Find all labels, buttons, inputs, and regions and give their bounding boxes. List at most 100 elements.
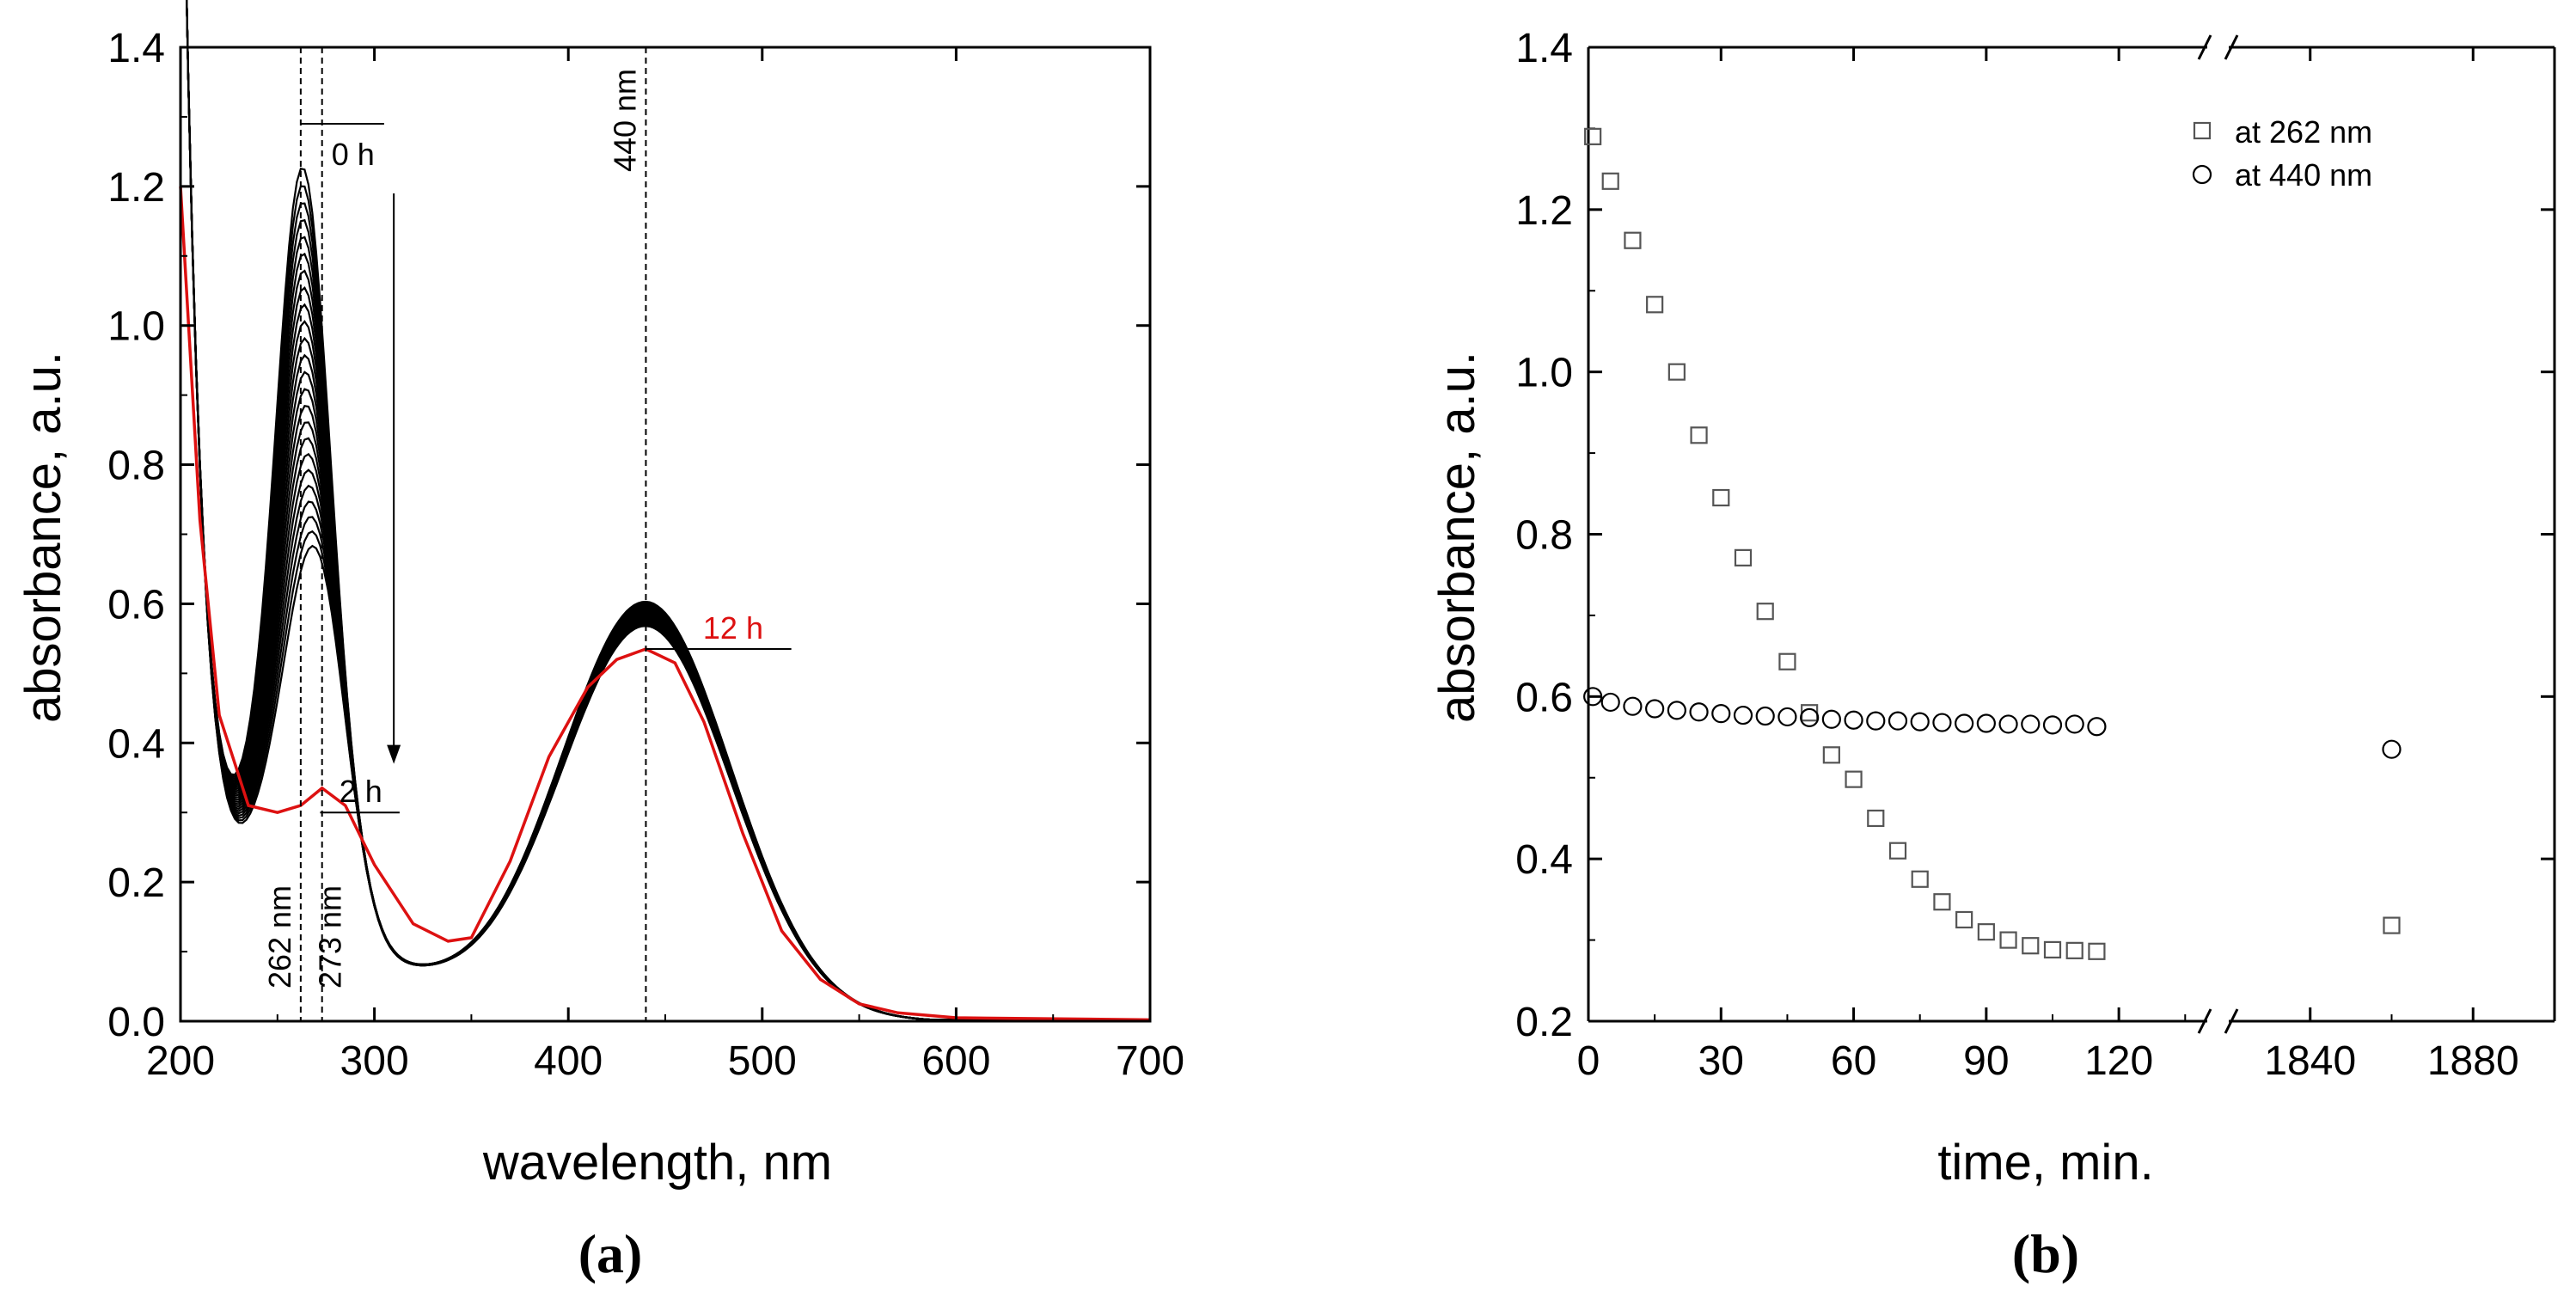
data-point-440nm bbox=[1888, 711, 1908, 731]
scatter-points bbox=[1583, 127, 2402, 960]
data-point-262nm bbox=[2022, 937, 2040, 955]
spectrum-12h-line bbox=[179, 186, 1151, 1022]
x-tick-label-b: 1840 bbox=[2264, 1038, 2356, 1084]
reference-line-label: 440 nm bbox=[607, 69, 642, 172]
data-point-440nm bbox=[1689, 702, 1709, 722]
data-point-262nm bbox=[1646, 296, 1664, 314]
data-point-262nm bbox=[1977, 923, 1995, 941]
data-point-440nm bbox=[1623, 696, 1643, 716]
reference-line-label: 262 nm bbox=[262, 885, 297, 989]
data-point-262nm bbox=[1690, 426, 1708, 444]
legend-label-440nm: at 440 nm bbox=[2235, 157, 2372, 193]
data-point-262nm bbox=[1955, 910, 1973, 929]
data-point-440nm bbox=[1733, 705, 1753, 725]
x-tick-label-b: 0 bbox=[1577, 1038, 1600, 1084]
y-tick-label-b: 0.4 bbox=[1515, 837, 1573, 883]
axis-break-mark bbox=[2224, 34, 2239, 60]
y-tick-label-b: 1.4 bbox=[1515, 26, 1573, 71]
data-point-262nm bbox=[2088, 942, 2106, 960]
annotations-a: 0 h 2 h 12 h bbox=[300, 123, 792, 814]
data-point-262nm bbox=[1933, 893, 1951, 911]
data-point-262nm bbox=[1845, 770, 1863, 788]
y-tick-label-b: 1.2 bbox=[1515, 188, 1573, 234]
axis-break-mark bbox=[2197, 1008, 2212, 1034]
data-point-262nm bbox=[1734, 548, 1753, 566]
x-tick-label-a: 200 bbox=[146, 1038, 215, 1084]
x-tick-label-a: 600 bbox=[921, 1038, 990, 1084]
data-point-262nm bbox=[1601, 172, 1619, 190]
y-tick-label-a: 0.8 bbox=[107, 444, 165, 489]
legend: at 262 nm at 440 nm bbox=[2192, 114, 2372, 193]
y-axis-label-a: absorbance, a.u. bbox=[15, 352, 71, 723]
data-point-440nm bbox=[1998, 714, 2018, 734]
data-point-262nm bbox=[1999, 931, 2017, 949]
data-point-440nm bbox=[1844, 710, 1863, 730]
legend-label-262nm: at 262 nm bbox=[2235, 114, 2372, 150]
data-point-440nm bbox=[1800, 707, 1820, 727]
y-axis-label-b: absorbance, a.u. bbox=[1429, 352, 1485, 723]
x-tick-label-a: 400 bbox=[534, 1038, 603, 1084]
axis-break-mark bbox=[2197, 34, 2212, 60]
chart-panel-b: 0 30 60 90 120 1840 18800.20.40.60.81.01.21.4 … bbox=[1429, 26, 2556, 1284]
data-point-440nm bbox=[1821, 709, 1841, 729]
axis-ticks-b: 0 30 60 90 120 1840 1880 0.2 0.4 0.6 0.8 1.0 1.2 1.4 bbox=[1515, 26, 2555, 1084]
panel-label-b: (b) bbox=[2012, 1223, 2079, 1284]
x-tick-label-a: 500 bbox=[728, 1038, 797, 1084]
data-point-262nm bbox=[1778, 652, 1796, 670]
y-tick-label-b: 0.6 bbox=[1515, 675, 1573, 720]
x-tick-label-b: 30 bbox=[1698, 1038, 1744, 1084]
data-point-262nm bbox=[1867, 809, 1885, 828]
x-tick-label-a: 700 bbox=[1116, 1038, 1184, 1084]
y-tick-label-a: 0.0 bbox=[107, 1000, 165, 1045]
annotation-2h: 2 h bbox=[340, 774, 382, 809]
data-point-440nm bbox=[1932, 713, 1952, 732]
y-tick-label-a: 1.0 bbox=[107, 304, 165, 350]
y-tick-label-a: 1.4 bbox=[107, 26, 165, 71]
data-point-440nm bbox=[1866, 711, 1886, 731]
data-point-440nm bbox=[1910, 712, 1930, 732]
data-point-262nm bbox=[1911, 870, 1929, 888]
y-tick-label-a: 0.2 bbox=[107, 860, 165, 906]
spectra-curves bbox=[179, 0, 1151, 1022]
data-point-262nm bbox=[2383, 916, 2401, 934]
data-point-440nm bbox=[2042, 715, 2063, 735]
axis-ticks-a: 200 300 400 500 600 700 0.0 0.2 0.4 0.6 0.8 1.0 1.2 1… bbox=[107, 26, 1184, 1084]
x-axis-label-a: wavelength, nm bbox=[482, 1135, 832, 1191]
data-point-440nm bbox=[1755, 706, 1775, 726]
data-point-440nm bbox=[1976, 713, 1996, 733]
data-point-262nm bbox=[2043, 940, 2062, 959]
legend-marker-square bbox=[2193, 121, 2212, 140]
data-point-440nm bbox=[1955, 713, 1974, 733]
x-tick-label-b: 90 bbox=[1963, 1038, 2009, 1084]
x-tick-label-b: 60 bbox=[1831, 1038, 1876, 1084]
data-point-440nm bbox=[1645, 699, 1665, 719]
y-tick-label-a: 0.6 bbox=[107, 582, 165, 628]
legend-marker-circle bbox=[2192, 164, 2212, 185]
data-point-440nm bbox=[1778, 707, 1797, 727]
data-point-440nm bbox=[2021, 714, 2041, 734]
spectrum-line bbox=[186, 0, 1150, 1021]
arrow-head bbox=[387, 744, 401, 764]
reference-lines: 262 nm 273 nm 440 nm bbox=[262, 47, 647, 1021]
data-point-440nm bbox=[1583, 687, 1603, 707]
x-tick-label-a: 300 bbox=[340, 1038, 409, 1084]
data-point-440nm bbox=[1667, 701, 1686, 720]
data-point-262nm bbox=[1801, 704, 1819, 722]
x-tick-label-b: 1880 bbox=[2427, 1038, 2519, 1084]
data-point-440nm bbox=[2382, 739, 2402, 759]
axis-break-mark bbox=[2224, 1008, 2239, 1034]
data-point-440nm bbox=[2065, 714, 2084, 734]
annotation-12h: 12 h bbox=[703, 610, 763, 646]
data-point-262nm bbox=[1888, 842, 1907, 860]
chart-panel-a: 200 300 400 500 600 700 0.0 0.2 0.4 0.6 0.8 1.0 1.2 1… bbox=[15, 0, 1184, 1284]
spectrum-line bbox=[186, 0, 1150, 1021]
x-axis-label-b: time, min. bbox=[1937, 1135, 2153, 1191]
axes-frame-b bbox=[1587, 34, 2556, 1034]
data-point-440nm bbox=[2087, 717, 2107, 737]
annotation-0h: 0 h bbox=[332, 137, 375, 172]
reference-line-label: 273 nm bbox=[313, 885, 348, 989]
y-tick-label-a: 0.4 bbox=[107, 721, 165, 767]
y-tick-label-b: 0.8 bbox=[1515, 513, 1573, 559]
y-tick-label-b: 0.2 bbox=[1515, 1000, 1573, 1045]
